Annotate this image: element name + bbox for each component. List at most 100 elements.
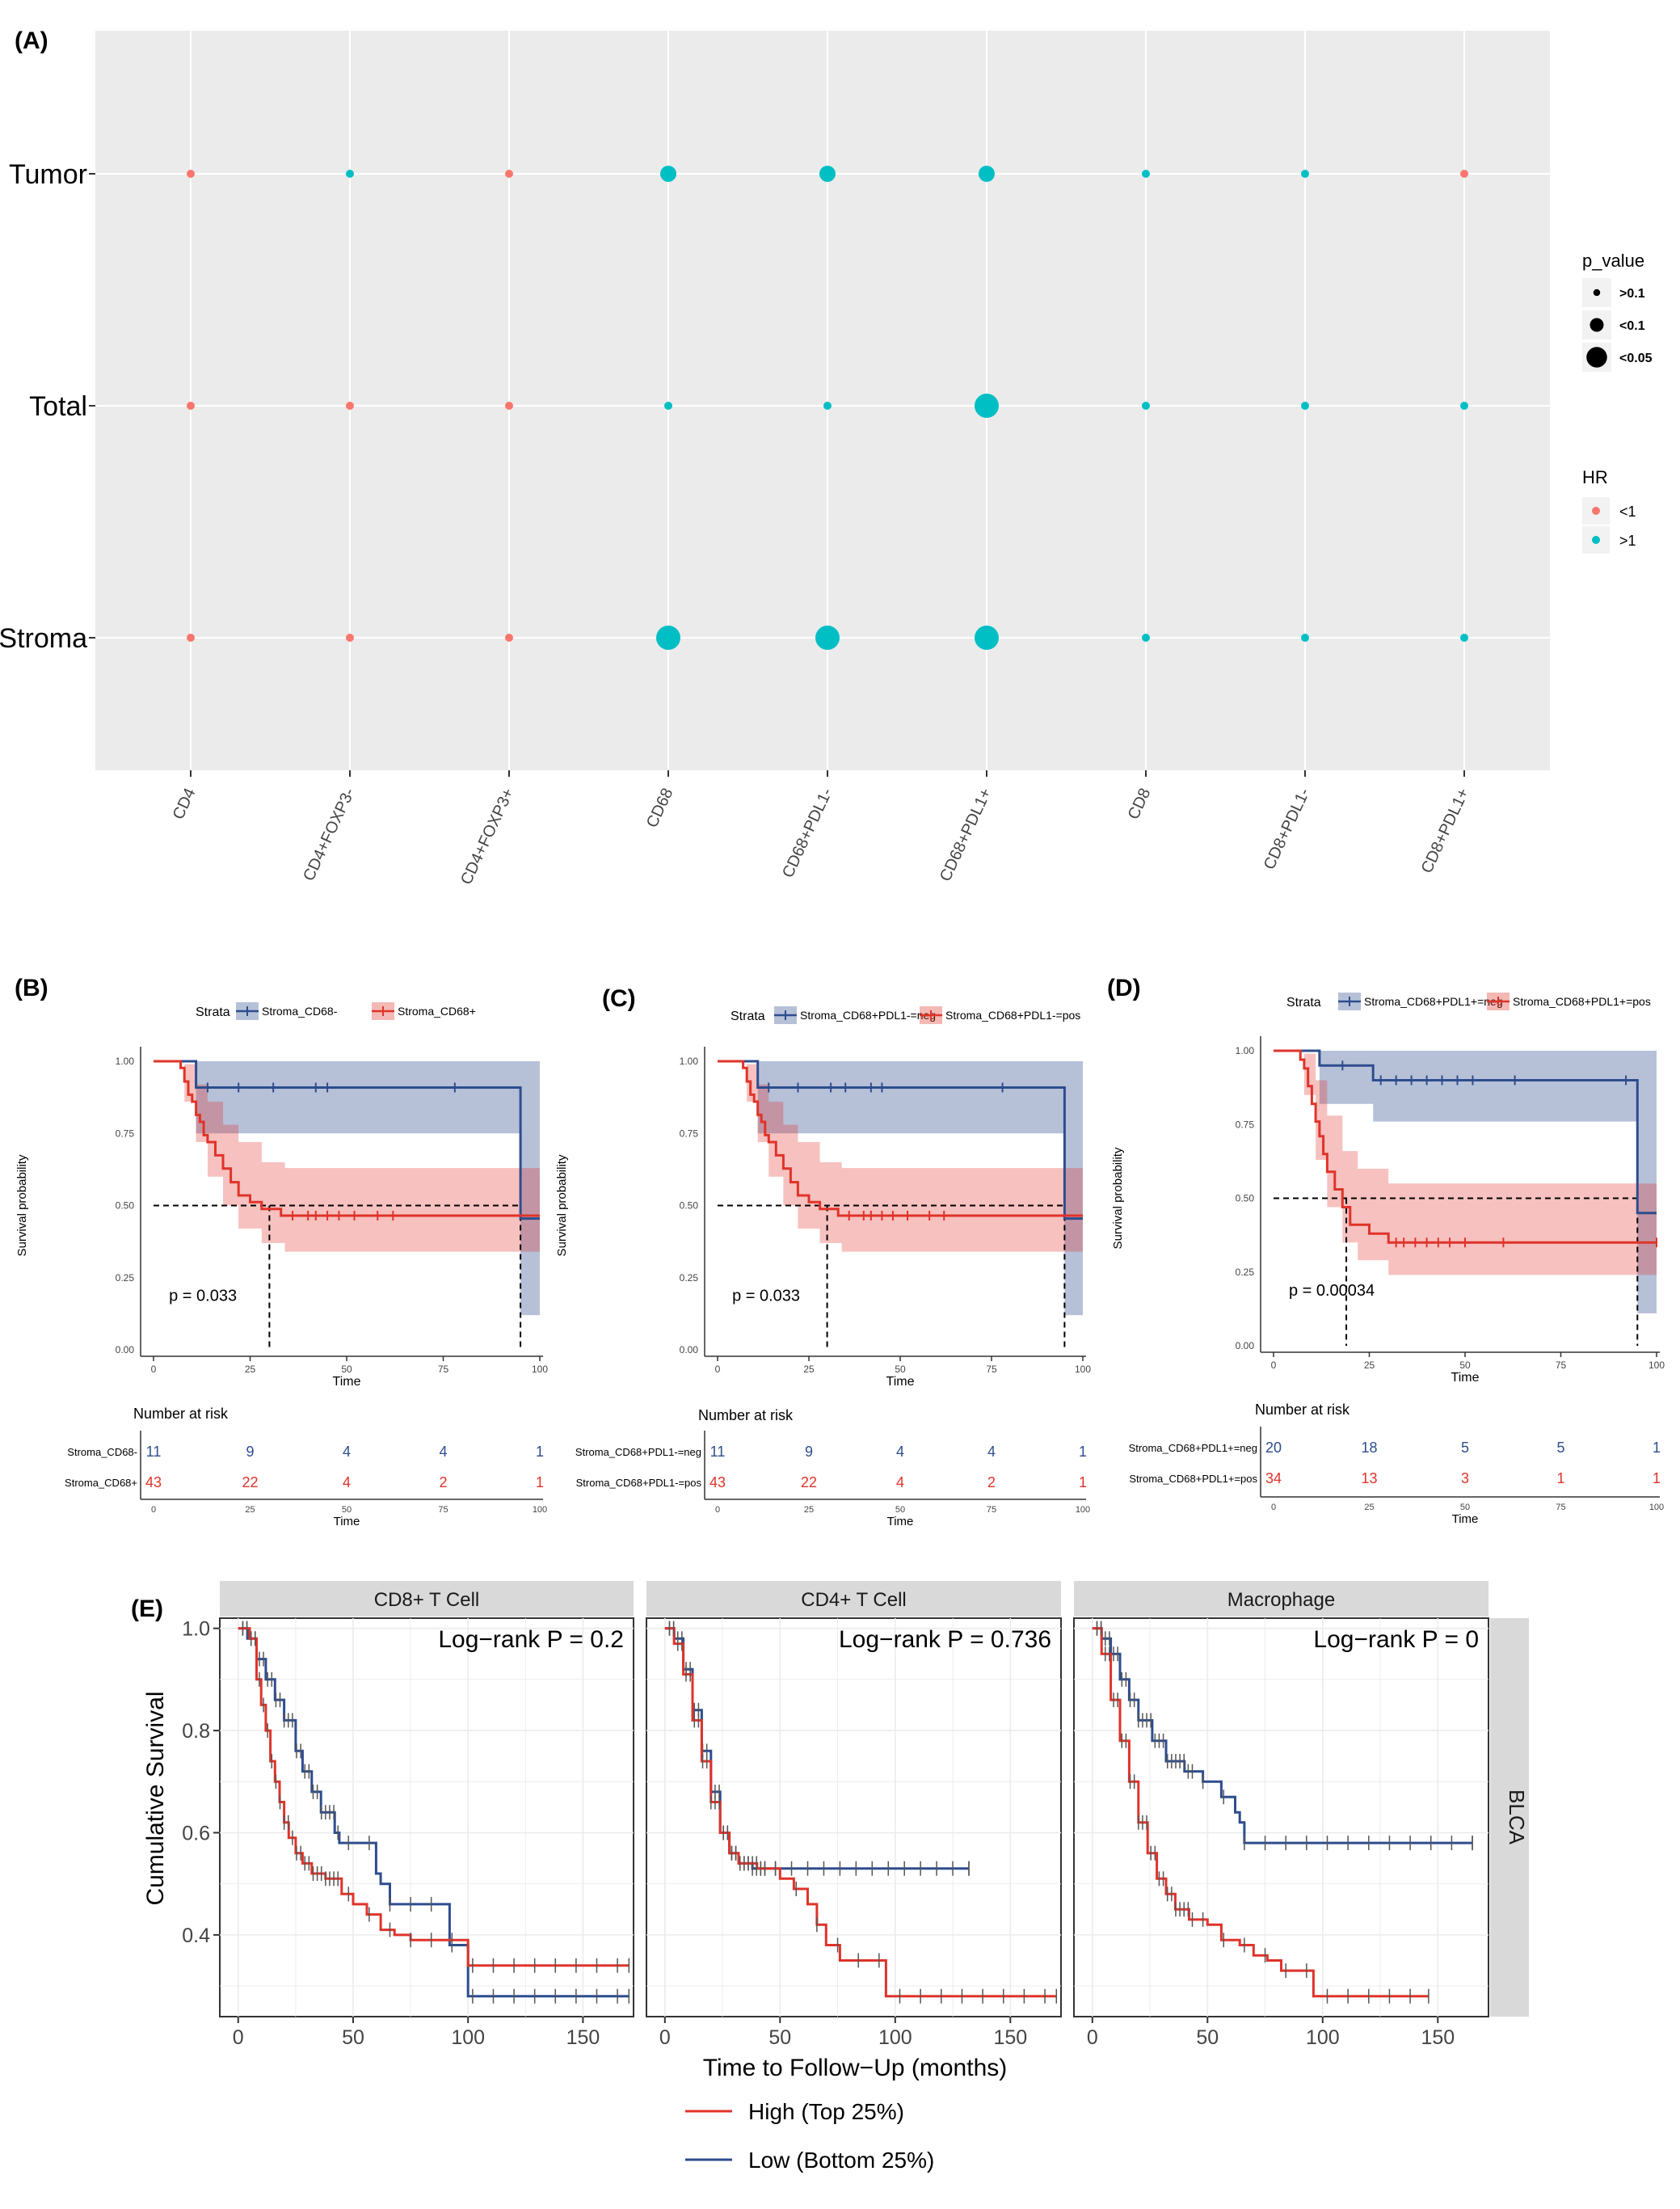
x-tick-label: 0 [233, 2026, 244, 2049]
y-tick-label: 0.50 [680, 1200, 699, 1212]
risk-count: 9 [805, 1444, 813, 1460]
ci-band-Stroma_CD68+ [154, 1061, 540, 1252]
ci-band-Stroma_CD68+PDL1-=pos [718, 1061, 1083, 1252]
risk-count: 1 [1079, 1444, 1087, 1460]
risk-row-label: Stroma_CD68+ [65, 1477, 137, 1489]
dot-stroma-CD4 [187, 634, 195, 642]
risk-x-tick-label: 100 [1076, 1505, 1090, 1515]
facet-strip-right-label: BLCA [1505, 1790, 1529, 1845]
x-axis-title: Time [886, 1375, 915, 1389]
risk-x-axis-title: Time [887, 1515, 914, 1528]
facet-CD4+ T Cell: CD4+ T Cell Log−rank P = 0.736 0 50 100 150 [646, 1581, 1062, 2049]
risk-x-axis-title: Time [334, 1515, 360, 1528]
risk-x-tick-label: 25 [245, 1505, 255, 1515]
x-tick-label: 50 [1459, 1360, 1471, 1371]
strata-label: Stroma_CD68+ [398, 1005, 476, 1018]
risk-x-tick-label: 0 [1271, 1503, 1276, 1512]
risk-count: 1 [1653, 1470, 1661, 1486]
col-label-CD8+PDL1+: CD8+PDL1+ [1418, 786, 1473, 876]
ci-band-Stroma_CD68+PDL1-=neg [718, 1061, 1083, 1316]
y-tick-label: 0.00 [680, 1344, 699, 1355]
risk-table-title: Number at risk [698, 1407, 794, 1423]
x-tick-label: 0 [659, 2026, 671, 2049]
x-tick-label: 150 [993, 2026, 1027, 2049]
y-tick-label: 0.25 [116, 1272, 135, 1284]
dot-tumor-CD68+PDL1+ [979, 166, 995, 182]
x-tick-label: 100 [1306, 2026, 1340, 2049]
risk-count: 13 [1361, 1470, 1377, 1486]
x-tick-label: 75 [986, 1364, 997, 1375]
risk-count: 4 [439, 1444, 447, 1460]
row-label-tumor: Tumor [9, 159, 87, 190]
x-tick-label: 50 [768, 2026, 791, 2049]
risk-count: 4 [343, 1444, 351, 1460]
col-label-CD8+PDL1-: CD8+PDL1- [1261, 786, 1314, 873]
panel-label: (D) [1107, 975, 1141, 1001]
risk-count: 11 [146, 1444, 162, 1460]
y-tick-label: 1.00 [680, 1056, 699, 1067]
risk-count: 2 [439, 1474, 447, 1490]
y-tick-label: 1.00 [116, 1056, 135, 1067]
col-label-CD4+FOXP3+: CD4+FOXP3+ [457, 786, 517, 887]
legend-size-<0.1 [1589, 318, 1604, 332]
risk-count: 43 [709, 1474, 726, 1490]
row-label-total: Total [29, 391, 87, 422]
risk-row-label: Stroma_CD68- [67, 1446, 137, 1458]
dot-tumor-CD8+PDL1+ [1460, 170, 1468, 178]
risk-count: 43 [145, 1474, 162, 1490]
y-tick-label: 0.75 [116, 1128, 135, 1139]
risk-x-tick-label: 25 [1364, 1503, 1374, 1512]
legend-pvalue-title: p_value [1582, 251, 1644, 271]
km-curve-Stroma_CD68+PDL1-=pos [718, 1060, 1083, 1217]
x-tick-label: 150 [1421, 2026, 1455, 2049]
y-axis-title: Survival probability [1111, 1147, 1125, 1249]
y-axis-title: Survival probability [15, 1154, 29, 1256]
dot-tumor-CD68 [660, 166, 676, 182]
x-tick-label: 50 [341, 1364, 352, 1375]
dot-total-CD4 [187, 402, 195, 410]
y-tick-label: 0.25 [1236, 1267, 1255, 1278]
logrank-text: Log−rank P = 0.2 [438, 1626, 624, 1653]
strata-label: Stroma_CD68+PDL1+=pos [1513, 995, 1651, 1008]
risk-x-tick-label: 25 [804, 1505, 814, 1515]
p-value-text: p = 0.033 [732, 1287, 800, 1305]
p-value-text: p = 0.033 [169, 1287, 237, 1305]
col-label-CD4: CD4 [170, 786, 200, 823]
facet-panel [646, 1617, 1062, 2017]
risk-count: 4 [343, 1474, 351, 1490]
strata-title: Strata [1286, 996, 1321, 1010]
risk-count: 11 [710, 1444, 726, 1460]
legend-size-label: >0.1 [1619, 287, 1645, 301]
x-tick-label: 0 [151, 1364, 157, 1375]
x-tick-label: 25 [1364, 1360, 1375, 1371]
dot-stroma-CD8 [1142, 634, 1150, 642]
risk-count: 5 [1556, 1440, 1564, 1456]
facet-strip [220, 1581, 634, 1617]
y-tick-label: 0.50 [116, 1200, 135, 1212]
y-tick-label: 0.00 [1236, 1340, 1255, 1351]
facet-strip [1074, 1581, 1488, 1617]
col-label-CD4+FOXP3-: CD4+FOXP3- [300, 786, 358, 884]
p-value-text: p = 0.00034 [1289, 1282, 1375, 1300]
panel-label-e: (E) [131, 1596, 163, 1622]
risk-row-label: Stroma_CD68+PDL1-=neg [575, 1446, 701, 1458]
x-tick-label: 100 [451, 2026, 485, 2049]
legend-label: High (Top 25%) [748, 2099, 904, 2124]
km-panel-b: (B) Strata Stroma_CD68- Stroma_CD68+ 0.00 0.2… [15, 975, 548, 1528]
risk-x-tick-label: 50 [895, 1505, 905, 1515]
ci-band-Stroma_CD68+PDL1+=pos [1274, 1051, 1657, 1275]
risk-row-label: Stroma_CD68+PDL1+=neg [1129, 1442, 1257, 1454]
x-tick-label: 50 [895, 1364, 906, 1375]
x-tick-label: 50 [342, 2026, 364, 2049]
y-tick-label: 0.75 [680, 1128, 699, 1139]
logrank-text: Log−rank P = 0.736 [839, 1626, 1051, 1653]
y-tick-label: 0.8 [182, 1720, 210, 1743]
x-axis-title: Time [333, 1375, 361, 1389]
strata-label: Stroma_CD68+PDL1-=neg [800, 1009, 936, 1022]
dot-total-CD68 [664, 402, 672, 410]
facet-title: CD4+ T Cell [801, 1589, 907, 1611]
dot-stroma-CD4+FOXP3+ [505, 634, 513, 642]
risk-x-tick-label: 75 [987, 1505, 996, 1515]
km-curve-low [1092, 1627, 1472, 1844]
risk-x-tick-label: 75 [438, 1505, 448, 1515]
